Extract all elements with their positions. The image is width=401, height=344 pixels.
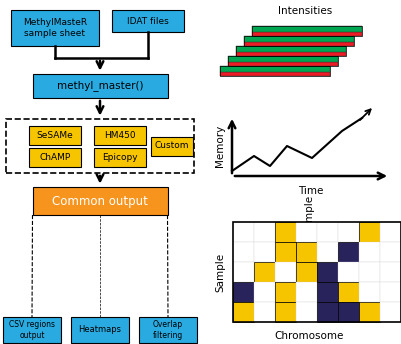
Bar — [275, 242, 296, 262]
Bar — [71, 317, 129, 343]
Bar — [275, 262, 296, 282]
Text: Sample: Sample — [215, 252, 225, 292]
Bar — [29, 148, 81, 166]
Bar — [359, 222, 380, 242]
Bar — [139, 317, 197, 343]
Bar — [252, 32, 362, 36]
Bar — [296, 222, 317, 242]
Text: IDAT files: IDAT files — [127, 17, 169, 25]
Bar — [380, 302, 401, 322]
Bar — [317, 262, 338, 282]
Bar — [380, 282, 401, 302]
Bar — [275, 282, 296, 302]
Bar — [317, 242, 338, 262]
Bar — [220, 72, 330, 76]
Bar — [151, 137, 193, 155]
Bar — [220, 66, 330, 72]
Bar — [296, 242, 317, 262]
Bar — [359, 302, 380, 322]
Bar — [220, 66, 330, 76]
Text: ChAMP: ChAMP — [39, 152, 71, 161]
Bar — [244, 36, 354, 42]
Bar — [244, 42, 354, 46]
Bar — [296, 302, 317, 322]
Bar — [317, 282, 338, 302]
Bar — [236, 52, 346, 56]
Bar — [338, 222, 359, 242]
Text: Overlap
filtering: Overlap filtering — [153, 320, 183, 340]
Bar — [338, 302, 359, 322]
Text: Epicopy: Epicopy — [102, 152, 138, 161]
Bar — [233, 262, 254, 282]
Bar — [338, 282, 359, 302]
Bar — [252, 26, 362, 32]
Bar — [275, 302, 296, 322]
Bar — [32, 74, 168, 98]
Bar — [359, 242, 380, 262]
Text: Chromosome: Chromosome — [274, 331, 344, 341]
Text: SeSAMe: SeSAMe — [36, 130, 73, 140]
Bar — [94, 148, 146, 166]
Text: Heatmaps: Heatmaps — [79, 325, 122, 334]
Text: Common output: Common output — [52, 194, 148, 207]
Bar — [29, 126, 81, 144]
Bar — [233, 222, 401, 322]
Bar — [244, 36, 354, 46]
Bar — [228, 56, 338, 66]
Bar — [228, 56, 338, 62]
Bar — [32, 187, 168, 215]
Bar — [233, 302, 254, 322]
Text: Custom: Custom — [155, 141, 189, 151]
Bar — [94, 126, 146, 144]
Bar — [254, 282, 275, 302]
Text: Memory: Memory — [215, 125, 225, 167]
Text: CSV regions
output: CSV regions output — [9, 320, 55, 340]
Bar — [359, 282, 380, 302]
Text: methyl_master(): methyl_master() — [57, 80, 143, 92]
Text: Intensities: Intensities — [278, 6, 332, 16]
Text: Sample: Sample — [304, 194, 314, 234]
Bar — [380, 262, 401, 282]
Bar — [11, 10, 99, 46]
Bar — [236, 46, 346, 56]
Bar — [254, 222, 275, 242]
FancyBboxPatch shape — [6, 119, 194, 173]
Bar — [236, 46, 346, 52]
Bar — [228, 62, 338, 66]
Bar — [254, 302, 275, 322]
Bar — [275, 222, 296, 242]
Bar — [233, 242, 254, 262]
Bar — [359, 262, 380, 282]
Bar — [296, 262, 317, 282]
Bar — [338, 262, 359, 282]
Bar — [252, 26, 362, 36]
Bar — [338, 242, 359, 262]
Bar — [317, 222, 338, 242]
Text: HM450: HM450 — [104, 130, 136, 140]
Text: Time: Time — [298, 186, 324, 196]
Bar — [233, 222, 254, 242]
Bar — [317, 302, 338, 322]
Bar — [233, 282, 254, 302]
Bar — [254, 242, 275, 262]
Bar — [254, 262, 275, 282]
Bar — [380, 242, 401, 262]
Bar — [3, 317, 61, 343]
Bar — [112, 10, 184, 32]
Text: MethylMasteR
sample sheet: MethylMasteR sample sheet — [23, 18, 87, 38]
Bar — [380, 222, 401, 242]
Bar — [296, 282, 317, 302]
